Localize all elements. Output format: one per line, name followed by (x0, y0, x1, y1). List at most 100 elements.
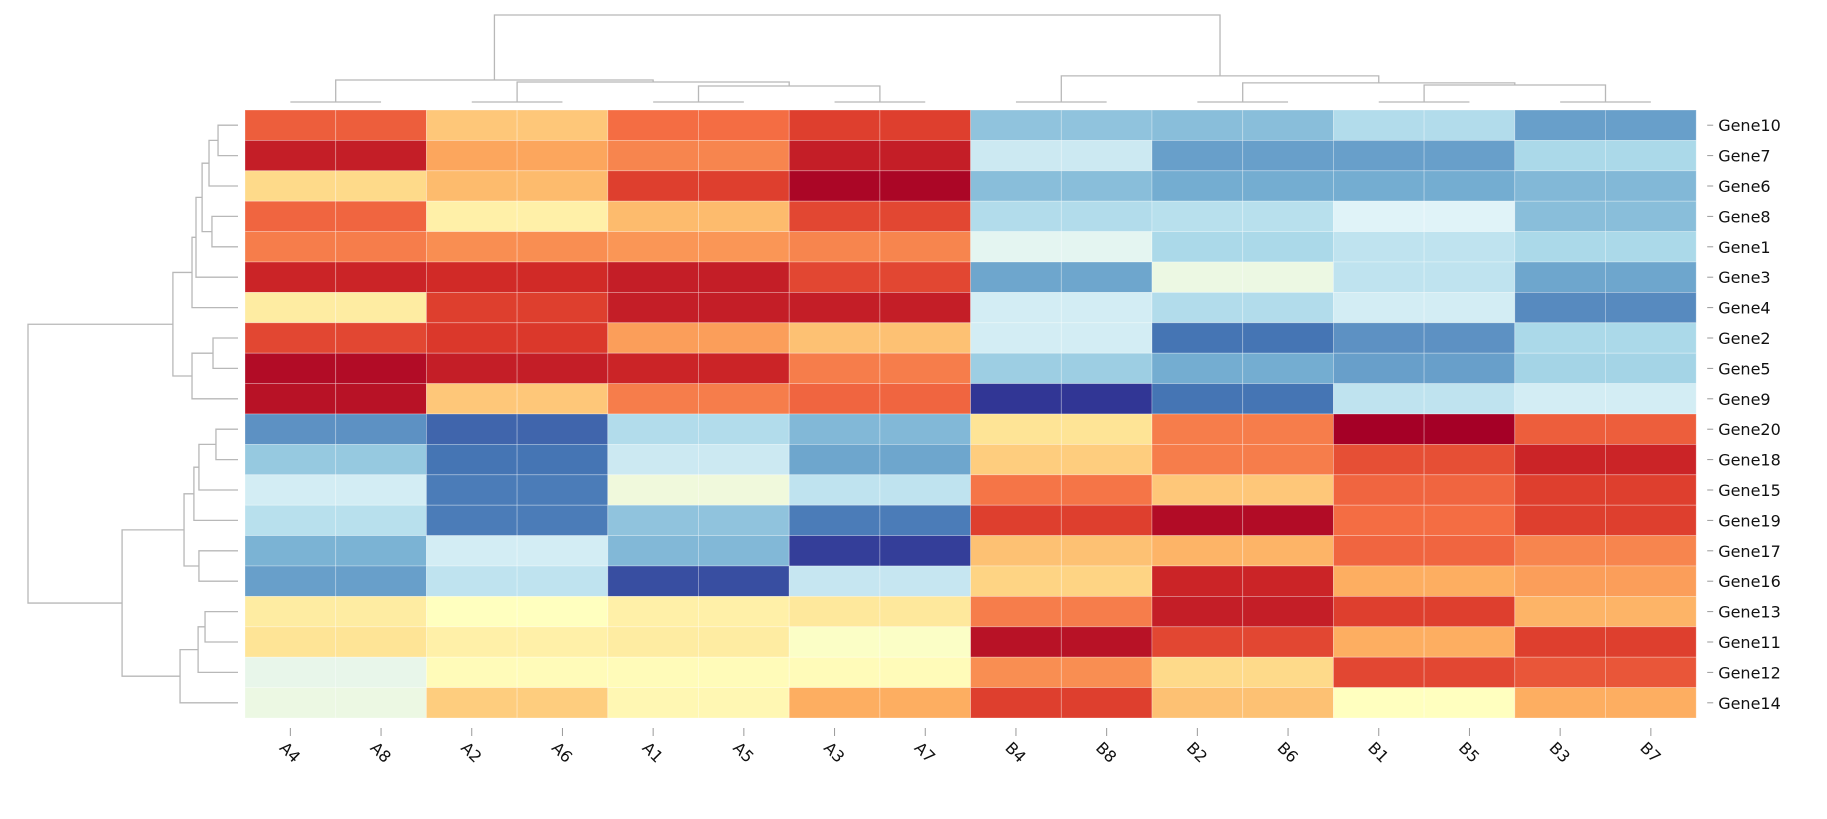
heatmap-cell (970, 474, 1062, 506)
heatmap-cell (1423, 596, 1516, 628)
heatmap-cell (607, 504, 699, 537)
heatmap-cell (1151, 656, 1244, 689)
dendrogram-link (121, 529, 185, 677)
heatmap-cell (1514, 170, 1606, 202)
heatmap-cell (516, 504, 609, 537)
row-label: Gene18 (1718, 451, 1781, 470)
heatmap-cell (1605, 626, 1697, 658)
heatmap-cell (788, 231, 881, 263)
heatmap-cell (335, 535, 427, 567)
heatmap-cell (1060, 504, 1153, 537)
heatmap-cell (1514, 383, 1606, 415)
heatmap-cell (788, 656, 881, 689)
heatmap-cell (970, 170, 1062, 202)
heatmap-cell (244, 231, 337, 263)
heatmap-cell (1423, 291, 1516, 324)
heatmap-cell (970, 200, 1062, 232)
heatmap-cell (607, 291, 699, 324)
heatmap-cell (1333, 322, 1425, 354)
heatmap-cell (879, 687, 972, 719)
row-label: Gene2 (1718, 329, 1770, 348)
heatmap-cell (1060, 474, 1153, 506)
heatmap-cell (516, 322, 609, 354)
heatmap-cell (970, 626, 1062, 658)
heatmap-cell (1333, 200, 1425, 232)
heatmap-cell (970, 504, 1062, 537)
heatmap-cell (788, 139, 881, 172)
heatmap-cell (1242, 565, 1334, 597)
heatmap-cell (970, 656, 1062, 689)
heatmap-cell (1605, 474, 1697, 506)
heatmap-cell (1605, 535, 1697, 567)
heatmap-cell (1423, 261, 1516, 293)
heatmap-cell (1423, 322, 1516, 354)
heatmap-cell (1242, 352, 1334, 385)
row-labels: Gene10 Gene7 Gene6 Gene8 Gene1 Gene3 Gene4 Gene… (1707, 116, 1781, 713)
heatmap-cell (425, 231, 518, 263)
dendrogram-link (217, 124, 238, 157)
heatmap-cell (425, 596, 518, 628)
heatmap-cell (970, 565, 1062, 597)
dendrogram-link (697, 85, 881, 102)
column-dendrogram (290, 14, 1651, 103)
heatmap-cell (425, 200, 518, 232)
heatmap-cell (335, 109, 427, 141)
heatmap-cell (607, 626, 699, 658)
heatmap-cell (1333, 687, 1425, 719)
heatmap-cell (1605, 687, 1697, 719)
heatmap-cell (970, 109, 1062, 141)
heatmap-cells (244, 109, 1697, 719)
heatmap-cell (698, 687, 790, 719)
heatmap-cell (425, 170, 518, 202)
heatmap-cell (879, 535, 972, 567)
heatmap-cell (1514, 687, 1606, 719)
heatmap-cell (607, 596, 699, 628)
heatmap-cell (335, 413, 427, 445)
heatmap-cell (879, 352, 972, 385)
heatmap-cell (244, 687, 337, 719)
heatmap-cell (244, 291, 337, 324)
dendrogram-link (208, 139, 238, 187)
heatmap-cell (970, 687, 1062, 719)
heatmap-cell (788, 200, 881, 232)
row-label: Gene13 (1718, 603, 1781, 622)
heatmap-cell (788, 383, 881, 415)
heatmap-cell (335, 596, 427, 628)
heatmap-cell (698, 261, 790, 293)
heatmap-cell (1605, 291, 1697, 324)
heatmap-cell (1242, 687, 1334, 719)
heatmap-cell (1242, 596, 1334, 628)
heatmap-cell (244, 504, 337, 537)
heatmap-cell (698, 139, 790, 172)
heatmap-cell (244, 261, 337, 293)
heatmap-cell (879, 200, 972, 232)
heatmap-cell (425, 413, 518, 445)
row-label: Gene19 (1718, 511, 1781, 530)
heatmap-cell (516, 535, 609, 567)
heatmap-cell (516, 474, 609, 506)
dendrogram-link (193, 466, 238, 522)
heatmap-cell (516, 565, 609, 597)
heatmap-cell (1514, 596, 1606, 628)
heatmap-cell (1423, 352, 1516, 385)
column-label: B3 (1546, 738, 1574, 766)
heatmap-cell (516, 291, 609, 324)
heatmap-cell (1423, 413, 1516, 445)
heatmap-cell (788, 687, 881, 719)
dendrogram-link (179, 648, 238, 704)
dendrogram-link (516, 81, 790, 102)
heatmap-cell (788, 535, 881, 567)
heatmap-cell (1060, 109, 1153, 141)
heatmap-cell (1333, 261, 1425, 293)
heatmap-cell (698, 170, 790, 202)
heatmap-cell (1333, 626, 1425, 658)
heatmap-cell (335, 322, 427, 354)
row-label: Gene16 (1718, 572, 1781, 591)
heatmap-cell (788, 565, 881, 597)
heatmap-cell (788, 596, 881, 628)
heatmap-cell (1151, 535, 1244, 567)
heatmap-cell (244, 535, 337, 567)
column-label: A2 (457, 738, 485, 766)
heatmap-cell (970, 535, 1062, 567)
heatmap-cell (425, 474, 518, 506)
